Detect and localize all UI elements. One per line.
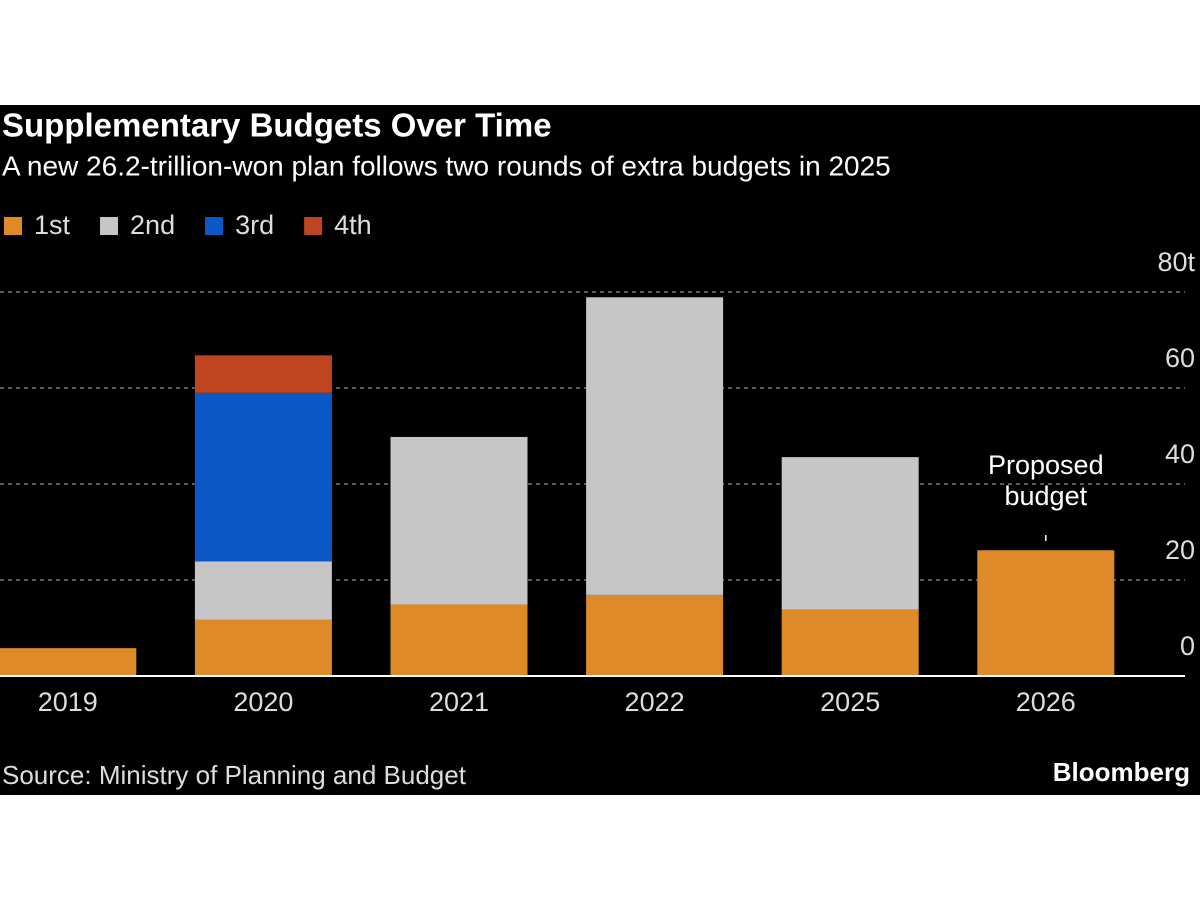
chart-title: Supplementary Budgets Over Time: [2, 107, 552, 144]
brand: Bloomberg: [1053, 757, 1190, 787]
legend-swatch: [205, 217, 224, 235]
legend-label: 1st: [34, 210, 71, 240]
y-tick-label: 80t: [1157, 247, 1195, 277]
bar-segment: [781, 457, 919, 610]
x-tick-label: 2022: [625, 687, 685, 717]
y-tick-label: 40: [1165, 439, 1195, 469]
x-tick-label: 2020: [233, 687, 293, 717]
y-tick-label: 0: [1180, 631, 1195, 661]
bar-segment: [0, 648, 137, 676]
x-tick-label: 2025: [820, 687, 880, 717]
bar-segment: [977, 550, 1115, 676]
x-tick-label: 2019: [38, 687, 98, 717]
bar-segment: [586, 594, 724, 676]
bar-segment: [194, 619, 332, 676]
annotation-text: Proposed: [988, 450, 1104, 480]
legend-swatch: [4, 217, 22, 235]
legend-swatch: [100, 217, 119, 235]
y-tick-label: 20: [1165, 535, 1195, 565]
bar-segment: [194, 392, 332, 562]
bar-segment: [390, 604, 528, 676]
y-tick-label: 60: [1165, 343, 1195, 373]
bar-segment: [194, 355, 332, 393]
bar-segment: [586, 297, 724, 595]
chart-subtitle: A new 26.2-trillion-won plan follows two…: [2, 150, 891, 181]
legend-label: 3rd: [235, 210, 274, 240]
bar-segment: [194, 561, 332, 620]
x-tick-label: 2026: [1016, 687, 1076, 717]
annotation-text: budget: [1005, 481, 1088, 511]
bar-segment: [781, 609, 919, 676]
legend-label: 2nd: [130, 210, 175, 240]
bar-segment: [390, 436, 528, 605]
legend-swatch: [304, 217, 323, 235]
legend-label: 4th: [334, 210, 372, 240]
x-tick-label: 2021: [429, 687, 489, 717]
source: Source: Ministry of Planning and Budget: [2, 760, 467, 790]
